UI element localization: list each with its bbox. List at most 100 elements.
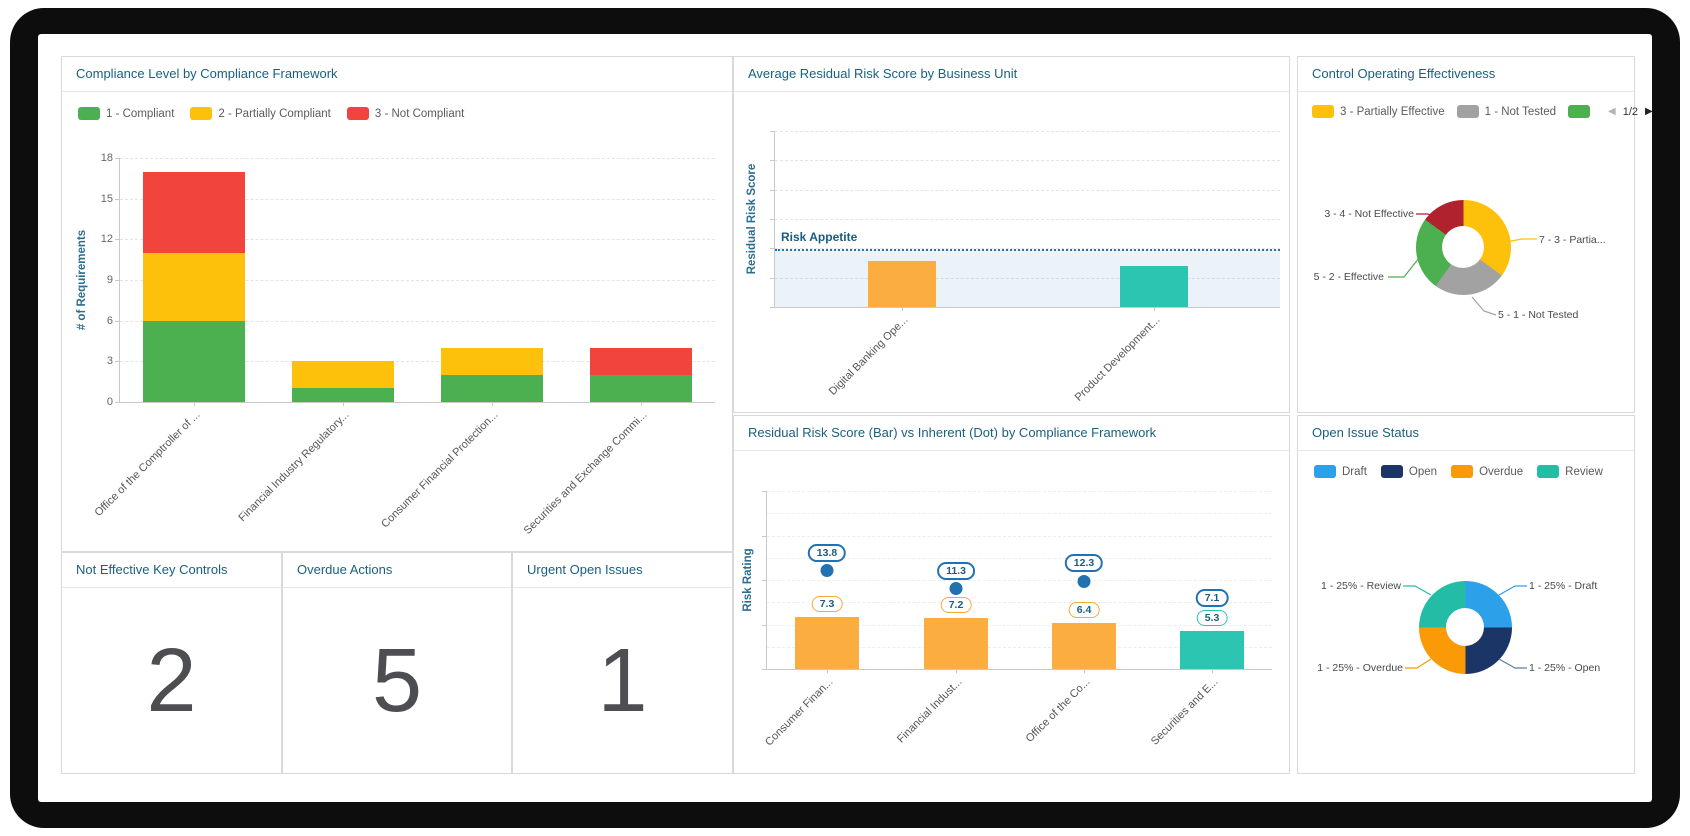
axis-tick: [827, 669, 828, 673]
legend-swatch: [1537, 465, 1560, 478]
inherent-dot[interactable]: [949, 582, 963, 596]
stacked-bar[interactable]: [292, 361, 395, 402]
y-tick-label: 0: [106, 396, 113, 408]
compliance-legend-item[interactable]: 2 - Partially Compliant: [190, 107, 331, 120]
bar-value-pill: 5.3: [1196, 610, 1228, 627]
legend-swatch: [1451, 465, 1474, 478]
axis-tick: [762, 624, 767, 626]
y-axis-title: Risk Rating: [742, 548, 754, 612]
gridline: [775, 219, 1280, 220]
bar-segment: [292, 388, 395, 402]
axis-tick: [1154, 307, 1155, 311]
gridline: [120, 198, 715, 200]
panel-compliance: Compliance Level by Compliance Framework…: [61, 56, 733, 552]
bar[interactable]: [795, 617, 859, 669]
panel-open-issue-status: Open Issue Status Draft Open Overdue Review…: [1297, 415, 1635, 774]
axis-tick: [115, 198, 120, 200]
control-effectiveness-chart-area: 3 - Partially Effective 1 - Not Tested ◀ 1/…: [1298, 92, 1653, 412]
y-tick-label: 9: [106, 274, 113, 286]
bar-segment: [589, 347, 692, 375]
coe-legend-item[interactable]: 1 - Not Tested: [1456, 105, 1556, 118]
axis-tick: [115, 361, 120, 363]
bar[interactable]: [868, 261, 936, 307]
inherent-dot[interactable]: [1077, 574, 1091, 588]
axis-tick: [956, 669, 957, 673]
bar-segment: [440, 347, 543, 375]
bar[interactable]: [1052, 623, 1116, 669]
y-tick-label: 3: [106, 355, 113, 368]
y-tick-label: 12: [100, 233, 113, 246]
x-axis-label: Financial Indust...: [895, 676, 965, 746]
gridline: [775, 160, 1280, 162]
panel-kpi-urgent-open-issues: Urgent Open Issues 1: [512, 552, 733, 774]
risk-appetite-label: Risk Appetite: [781, 229, 858, 244]
slice-label: 5 - 2 - Effective: [1313, 271, 1384, 283]
axis-tick: [115, 320, 120, 322]
avg-residual-plot: Risk Appetite Digital Banking Ope... Produ…: [770, 131, 1280, 404]
device-frame: Compliance Level by Compliance Framework…: [10, 8, 1680, 828]
kpi-body: 5: [283, 588, 511, 773]
axis-tick: [115, 239, 120, 241]
bar[interactable]: [1180, 631, 1244, 669]
axis-tick: [343, 402, 345, 406]
axis-tick: [762, 491, 767, 492]
open-issue-legend: Draft Open Overdue Review: [1298, 451, 1634, 478]
dot-value-pill: 11.3: [937, 561, 975, 580]
legend-prev-icon[interactable]: ◀: [1608, 106, 1616, 117]
legend-swatch: [190, 107, 213, 120]
panel-title: Overdue Actions: [283, 553, 511, 588]
dot-value-pill: 7.1: [1195, 589, 1229, 608]
compliance-legend-item[interactable]: 1 - Compliant: [78, 107, 174, 120]
kpi-value[interactable]: 5: [371, 630, 423, 731]
open-issue-chart-area: Draft Open Overdue Review 1 - 25% - Review 1 …: [1298, 451, 1634, 773]
open-issue-legend-item[interactable]: Review: [1537, 465, 1603, 478]
bar[interactable]: [924, 617, 988, 669]
gridline: [767, 535, 1272, 537]
gridline: [767, 557, 1272, 559]
bar-segment: [143, 252, 246, 321]
gridline: [775, 189, 1280, 191]
dot-value-pill: 13.8: [807, 543, 847, 562]
panel-title: Compliance Level by Compliance Framework: [62, 57, 732, 92]
coe-legend-item[interactable]: [1568, 105, 1596, 118]
legend-label: 3 - Not Compliant: [374, 107, 465, 120]
legend-swatch: [1312, 105, 1334, 118]
kpi-value[interactable]: 2: [146, 630, 197, 731]
axis-tick: [770, 307, 775, 308]
bar[interactable]: [1120, 266, 1188, 307]
gridline: [120, 158, 715, 159]
panel-kpi-not-effective-key-controls: Not Effective Key Controls 2: [61, 552, 282, 774]
compliance-legend-item[interactable]: 3 - Not Compliant: [346, 107, 465, 120]
legend-swatch: [1314, 465, 1336, 478]
open-issue-legend-item[interactable]: Overdue: [1451, 465, 1523, 478]
axis-tick: [762, 580, 767, 581]
legend-label: Open: [1408, 465, 1438, 478]
compliance-legend: 1 - Compliant 2 - Partially Compliant 3 - …: [62, 92, 732, 120]
stacked-bar[interactable]: [589, 347, 692, 402]
coe-donut[interactable]: [1415, 199, 1511, 295]
x-axis-label: Financial Industry Regulatory...: [236, 409, 352, 525]
stacked-bar[interactable]: [143, 171, 246, 402]
legend-label: 1 - Not Tested: [1484, 105, 1556, 118]
gridline: [767, 624, 1272, 626]
coe-legend-item[interactable]: 3 - Partially Effective: [1312, 105, 1445, 118]
open-issue-legend-item[interactable]: Draft: [1314, 465, 1367, 478]
x-axis-label: Office of the Co...: [1023, 676, 1093, 745]
kpi-value[interactable]: 1: [597, 630, 648, 731]
legend-page-indicator: 1/2: [1622, 105, 1638, 118]
axis-tick: [770, 219, 775, 220]
compliance-plot: 0 3 6 9 12 15 18 Office of the Comptroller of .…: [93, 152, 715, 537]
slice-label: 1 - 25% - Overdue: [1317, 662, 1403, 674]
axis-tick: [194, 402, 196, 406]
bar-segment: [440, 374, 543, 402]
legend-next-icon[interactable]: ▶: [1645, 106, 1653, 117]
open-issue-donut[interactable]: [1418, 580, 1512, 674]
legend-label: 3 - Partially Effective: [1340, 105, 1445, 118]
open-issue-legend-item[interactable]: Open: [1380, 465, 1438, 478]
axis-tick: [762, 669, 767, 670]
inherent-dot[interactable]: [820, 564, 834, 578]
legend-label: Review: [1565, 465, 1603, 478]
stacked-bar[interactable]: [440, 347, 543, 402]
kpi-body: 1: [513, 588, 732, 773]
